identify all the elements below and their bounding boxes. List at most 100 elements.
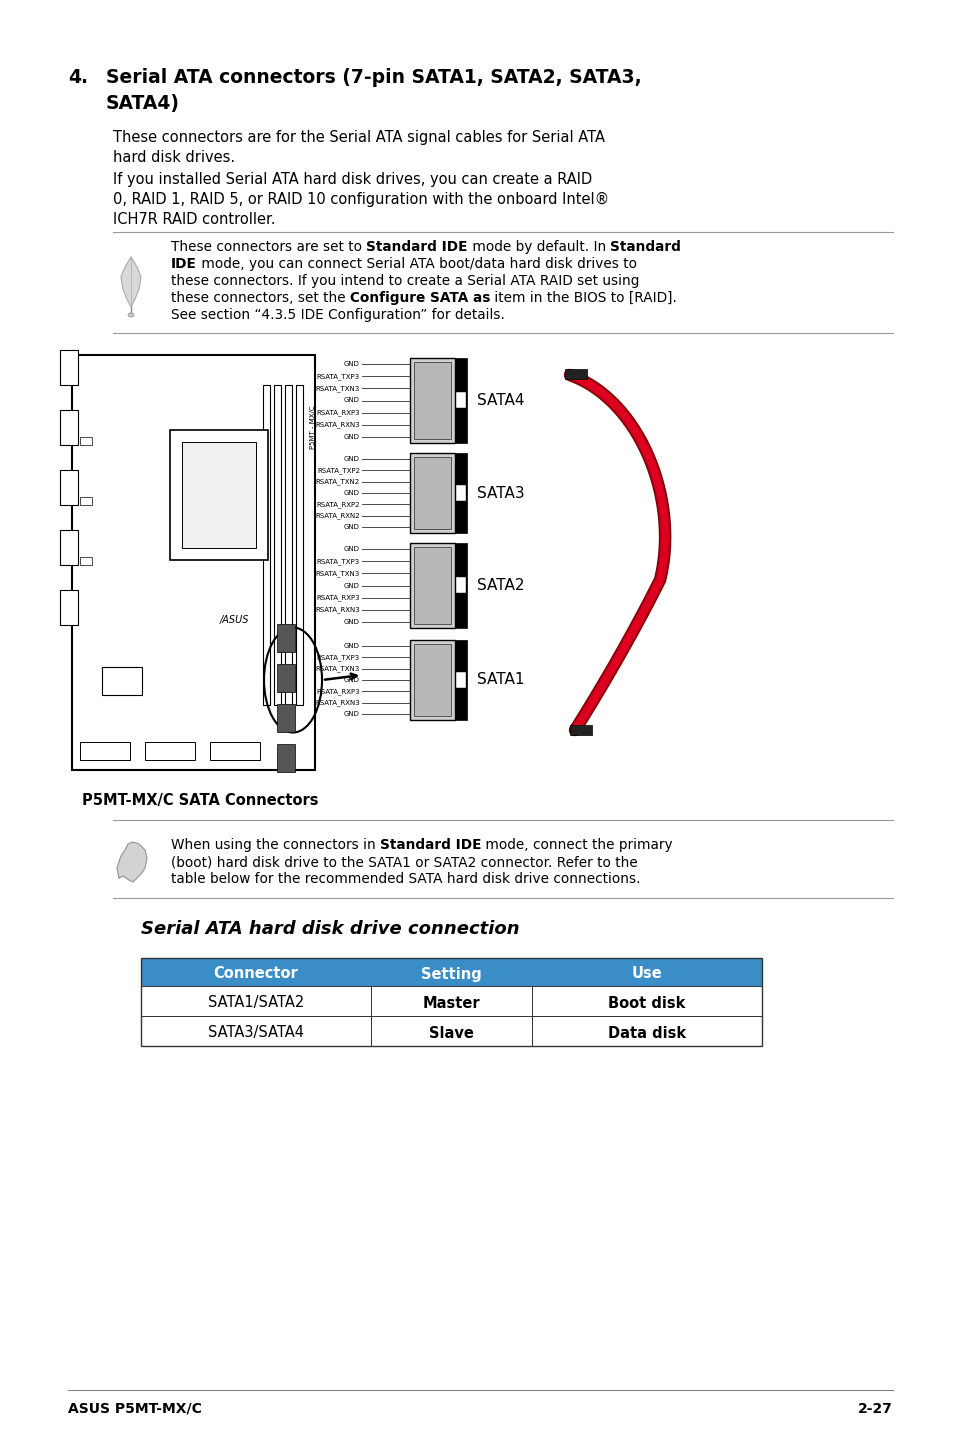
Text: GND: GND — [344, 361, 359, 367]
Text: /ASUS: /ASUS — [220, 615, 250, 626]
Text: (boot) hard disk drive to the SATA1 or SATA2 connector. Refer to the: (boot) hard disk drive to the SATA1 or S… — [171, 856, 638, 869]
Text: SATA3: SATA3 — [476, 486, 524, 500]
Text: these connectors. If you intend to create a Serial ATA RAID set using: these connectors. If you intend to creat… — [171, 275, 639, 288]
Polygon shape — [117, 843, 147, 881]
Bar — [456, 485, 465, 500]
Bar — [276, 705, 294, 732]
Bar — [410, 640, 455, 720]
Text: RSATA_RXP3: RSATA_RXP3 — [316, 594, 359, 601]
Bar — [456, 577, 465, 592]
Bar — [456, 393, 465, 408]
Text: SATA4): SATA4) — [106, 93, 180, 114]
Bar — [60, 531, 78, 565]
Text: RSATA_RXN3: RSATA_RXN3 — [314, 699, 359, 706]
Bar — [71, 355, 314, 769]
Polygon shape — [121, 257, 141, 306]
Text: SATA1/SATA2: SATA1/SATA2 — [208, 995, 304, 1011]
Bar — [569, 725, 592, 735]
Text: Standard IDE: Standard IDE — [366, 240, 467, 255]
Bar — [141, 986, 761, 1017]
Text: RSATA_TXP3: RSATA_TXP3 — [316, 558, 359, 565]
Text: RSATA_TXP3: RSATA_TXP3 — [316, 372, 359, 380]
Bar — [60, 349, 78, 385]
Bar — [276, 624, 294, 651]
Text: Standard IDE: Standard IDE — [379, 838, 481, 851]
Text: These connectors are for the Serial ATA signal cables for Serial ATA: These connectors are for the Serial ATA … — [112, 129, 604, 145]
Bar — [414, 644, 451, 716]
Bar — [141, 958, 761, 986]
Text: RSATA_TXN2: RSATA_TXN2 — [315, 479, 359, 485]
Text: GND: GND — [344, 712, 359, 718]
Bar — [276, 664, 294, 692]
Bar — [60, 470, 78, 505]
Text: IDE: IDE — [171, 257, 196, 270]
Bar — [295, 385, 303, 705]
Text: Master: Master — [422, 995, 479, 1011]
Text: ASUS P5MT-MX/C: ASUS P5MT-MX/C — [68, 1402, 202, 1416]
Bar — [145, 742, 194, 761]
Bar — [455, 640, 467, 720]
Ellipse shape — [128, 313, 133, 316]
Text: RSATA_TXN3: RSATA_TXN3 — [315, 569, 359, 577]
Text: Configure SATA as: Configure SATA as — [350, 290, 490, 305]
Text: Use: Use — [631, 966, 661, 982]
Text: Connector: Connector — [213, 966, 298, 982]
Text: table below for the recommended SATA hard disk drive connections.: table below for the recommended SATA har… — [171, 871, 639, 886]
Text: These connectors are set to: These connectors are set to — [171, 240, 366, 255]
Text: GND: GND — [344, 546, 359, 552]
Text: RSATA_TXP3: RSATA_TXP3 — [316, 654, 359, 660]
Bar — [60, 410, 78, 444]
Text: SATA3/SATA4: SATA3/SATA4 — [208, 1025, 304, 1041]
Text: RSATA_TXN3: RSATA_TXN3 — [315, 385, 359, 391]
Text: 0, RAID 1, RAID 5, or RAID 10 configuration with the onboard Intel®: 0, RAID 1, RAID 5, or RAID 10 configurat… — [112, 193, 609, 207]
Text: SATA4: SATA4 — [476, 393, 524, 408]
Bar — [80, 557, 91, 565]
Text: When using the connectors in: When using the connectors in — [171, 838, 379, 851]
Bar — [455, 453, 467, 533]
Bar — [141, 1017, 761, 1045]
Bar — [60, 590, 78, 626]
Text: P5MT - MX/C: P5MT - MX/C — [310, 406, 315, 449]
Text: GND: GND — [344, 525, 359, 531]
Bar — [80, 437, 91, 444]
Text: GND: GND — [344, 490, 359, 496]
Text: See section “4.3.5 IDE Configuration” for details.: See section “4.3.5 IDE Configuration” fo… — [171, 308, 504, 322]
Text: GND: GND — [344, 643, 359, 649]
Text: GND: GND — [344, 677, 359, 683]
Text: RSATA_TXN3: RSATA_TXN3 — [315, 666, 359, 672]
Text: mode by default. In: mode by default. In — [467, 240, 610, 255]
Text: item in the BIOS to [RAID].: item in the BIOS to [RAID]. — [490, 290, 677, 305]
Text: Data disk: Data disk — [607, 1025, 685, 1041]
Text: RSATA_RXN2: RSATA_RXN2 — [315, 512, 359, 519]
Text: Serial ATA connectors (7-pin SATA1, SATA2, SATA3,: Serial ATA connectors (7-pin SATA1, SATA… — [106, 68, 641, 88]
Bar — [456, 672, 465, 687]
Text: Boot disk: Boot disk — [608, 995, 685, 1011]
Text: SATA1: SATA1 — [476, 673, 524, 687]
Text: RSATA_RXN3: RSATA_RXN3 — [314, 607, 359, 613]
Text: Standard: Standard — [610, 240, 680, 255]
Text: RSATA_RXN3: RSATA_RXN3 — [314, 421, 359, 429]
Text: GND: GND — [344, 618, 359, 626]
Bar — [414, 546, 451, 624]
Text: mode, you can connect Serial ATA boot/data hard disk drives to: mode, you can connect Serial ATA boot/da… — [196, 257, 636, 270]
Text: RSATA_RXP3: RSATA_RXP3 — [316, 410, 359, 416]
Text: GND: GND — [344, 582, 359, 588]
Bar — [564, 370, 586, 380]
Bar — [141, 958, 761, 1045]
Text: these connectors, set the: these connectors, set the — [171, 290, 350, 305]
Bar — [80, 498, 91, 505]
Bar — [410, 358, 455, 443]
Text: RSATA_RXP2: RSATA_RXP2 — [316, 500, 359, 508]
Bar — [455, 358, 467, 443]
Text: If you installed Serial ATA hard disk drives, you can create a RAID: If you installed Serial ATA hard disk dr… — [112, 173, 592, 187]
Text: SATA2: SATA2 — [476, 578, 524, 592]
Bar — [274, 385, 281, 705]
Text: mode, connect the primary: mode, connect the primary — [481, 838, 673, 851]
Bar — [410, 544, 455, 628]
Bar — [455, 544, 467, 628]
Bar — [170, 430, 268, 559]
Text: 2-27: 2-27 — [858, 1402, 892, 1416]
Text: GND: GND — [344, 456, 359, 462]
Bar — [80, 742, 130, 761]
Bar — [182, 441, 255, 548]
